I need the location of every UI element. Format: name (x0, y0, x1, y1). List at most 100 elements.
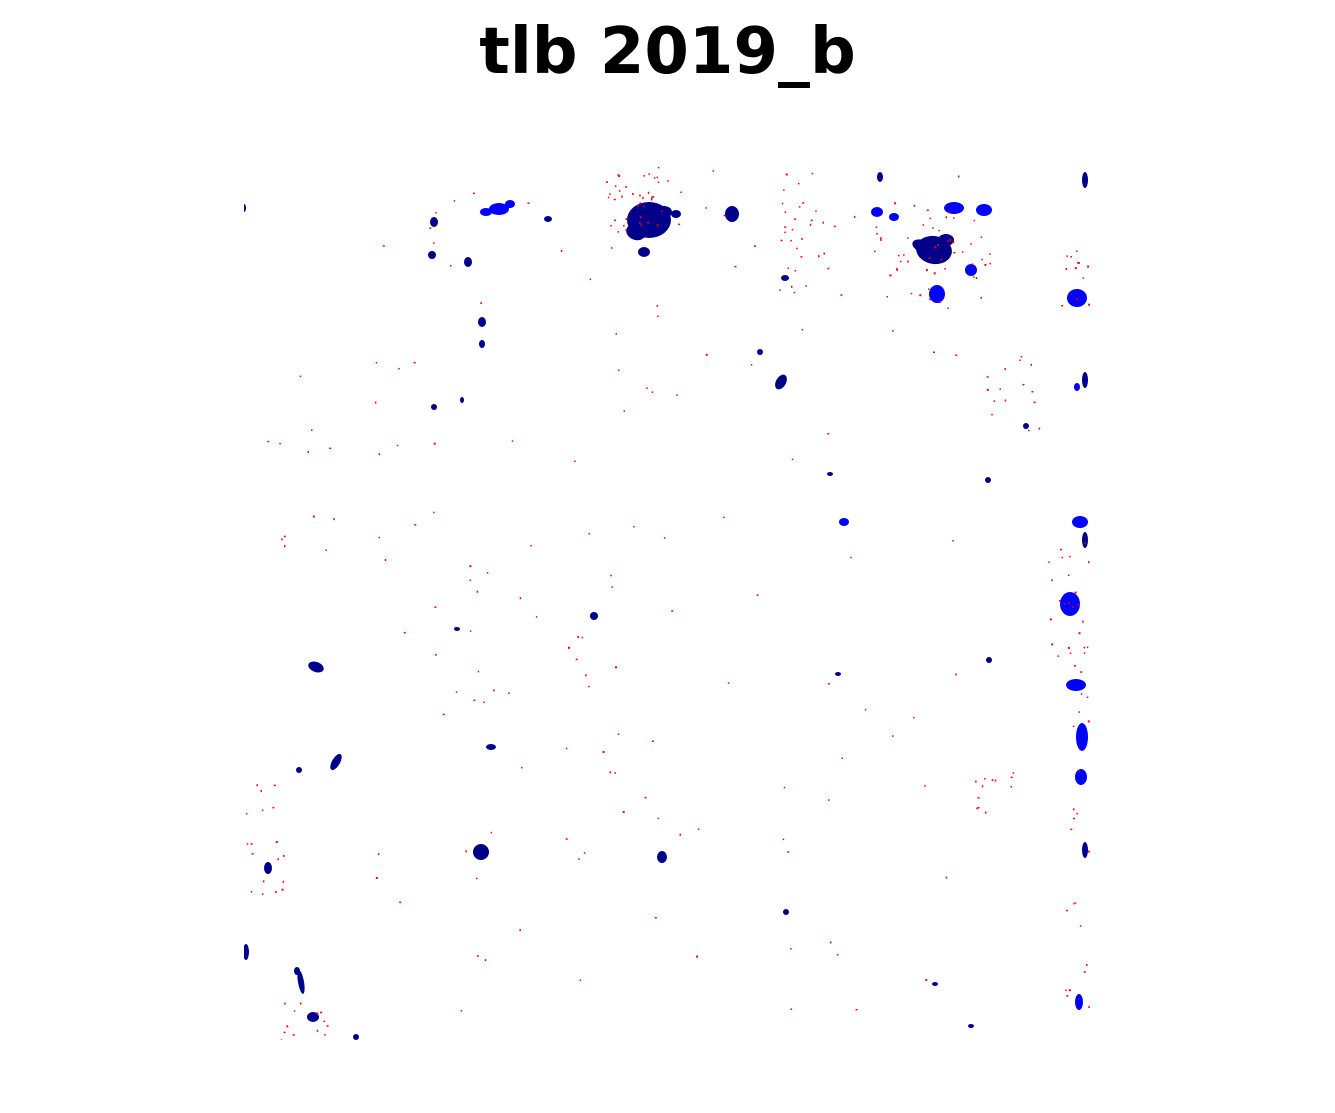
water-blob (929, 285, 945, 303)
change-pixel (281, 538, 283, 541)
change-pixel (615, 333, 617, 335)
water-blob (428, 251, 436, 259)
map-background (244, 162, 1090, 1040)
water-body-layer-dark (244, 172, 1088, 1040)
water-blob (590, 612, 598, 620)
change-pixel (1067, 574, 1070, 576)
change-pixel (378, 453, 381, 456)
change-pixel (1031, 391, 1034, 393)
change-pixel (1088, 303, 1090, 306)
change-pixel (1077, 262, 1079, 264)
change-pixel (938, 229, 940, 232)
change-pixel (955, 354, 958, 356)
water-blob (944, 202, 964, 214)
change-pixel (991, 413, 993, 416)
change-pixel (1076, 812, 1078, 815)
change-pixel (1057, 655, 1060, 657)
change-pixel (925, 979, 928, 982)
change-pixel (583, 852, 586, 854)
water-blob (480, 208, 492, 216)
change-pixel (1068, 602, 1070, 604)
change-pixel (800, 256, 803, 258)
change-pixel (833, 225, 836, 228)
change-pixel (284, 1002, 286, 1005)
change-pixel (910, 292, 913, 295)
change-pixel (476, 590, 479, 593)
change-pixel (999, 388, 1001, 390)
change-pixel (656, 224, 659, 227)
change-pixel (712, 170, 714, 172)
change-pixel (898, 254, 900, 257)
change-pixel (413, 362, 416, 364)
water-blob (965, 264, 977, 276)
change-pixel (1083, 971, 1086, 973)
change-pixel (396, 444, 399, 447)
change-pixel (945, 216, 947, 219)
change-pixel (952, 241, 955, 244)
water-blob (638, 247, 650, 257)
change-pixel (975, 780, 977, 783)
change-pixel (705, 353, 708, 356)
change-pixel (1083, 652, 1086, 654)
change-pixel (913, 204, 916, 207)
water-blob (431, 404, 437, 410)
change-pixel (989, 253, 991, 255)
change-pixel (958, 175, 960, 178)
change-pixel (312, 515, 315, 518)
raster-map-frame (244, 162, 1090, 1040)
water-blob (1075, 769, 1087, 785)
change-pixel (473, 699, 476, 701)
change-pixel (374, 401, 377, 404)
change-pixel (782, 838, 785, 841)
change-pixel (453, 200, 456, 202)
change-pixel (913, 716, 915, 719)
change-pixel (790, 948, 792, 950)
change-pixel (602, 751, 605, 753)
water-blob (626, 223, 646, 241)
water-blob (1060, 592, 1080, 616)
change-pixel (939, 301, 941, 303)
change-pixel (989, 262, 991, 265)
change-pixel (609, 193, 611, 195)
change-pixel (791, 285, 793, 288)
change-pixel (284, 545, 286, 548)
change-pixel (618, 369, 620, 372)
change-pixel (977, 797, 980, 799)
change-pixel (802, 202, 805, 204)
water-blob (1066, 679, 1086, 691)
change-pixel (625, 229, 627, 231)
change-pixel (976, 807, 978, 810)
change-pixel (1004, 368, 1006, 371)
change-pixel (805, 285, 807, 287)
change-pixel (299, 375, 302, 378)
change-pixel (311, 429, 313, 431)
change-pixel (477, 670, 480, 673)
change-pixel (614, 219, 616, 222)
change-pixel (323, 1020, 325, 1023)
change-pixel (929, 298, 931, 301)
change-pixel (657, 181, 660, 183)
change-pixel (723, 214, 726, 217)
change-pixel (697, 828, 700, 830)
change-pixel (642, 196, 644, 199)
change-pixel (790, 1008, 792, 1010)
change-pixel (1028, 429, 1030, 432)
water-blob (657, 851, 667, 863)
change-pixel (1088, 561, 1090, 564)
change-pixel (454, 626, 457, 629)
change-pixel (991, 779, 994, 782)
change-pixel (577, 636, 579, 638)
change-pixel (784, 211, 787, 213)
change-pixel (617, 733, 620, 735)
change-pixel (896, 267, 898, 270)
change-pixel (652, 196, 655, 198)
change-pixel (640, 224, 642, 226)
change-pixel (855, 1008, 858, 1011)
change-pixel (1082, 277, 1084, 279)
change-pixel (281, 888, 284, 891)
change-pixel (801, 328, 804, 331)
change-pixel-layer-red (245, 166, 1090, 1040)
water-blob (1074, 383, 1080, 391)
change-pixel (932, 227, 934, 229)
change-pixel (480, 302, 482, 305)
